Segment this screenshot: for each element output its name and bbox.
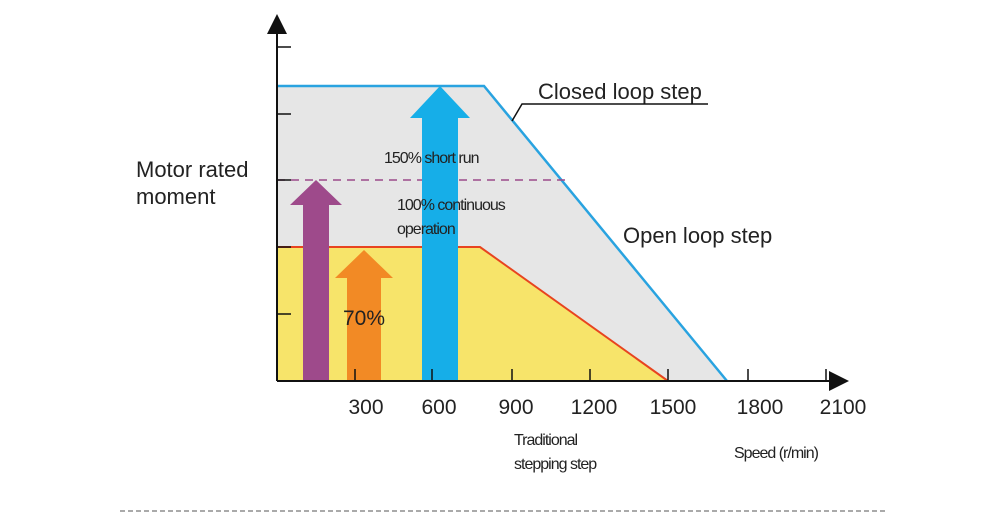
x-tick-label: 1800 (737, 396, 784, 419)
traditional-curve (277, 246, 669, 382)
traditional-label: Traditional (514, 432, 578, 449)
open-loop-label: Open loop step (623, 223, 772, 248)
x-tick-label: 2100 (820, 396, 867, 419)
closed-loop-pointer (511, 103, 708, 122)
continuous-label: operation (397, 221, 455, 238)
x-ticks (354, 369, 827, 381)
x-tick-label: 1500 (650, 396, 697, 419)
x-tick-label: 900 (498, 396, 533, 419)
purple-arrow (290, 180, 342, 381)
blue-arrow (410, 86, 470, 381)
y-ticks (277, 46, 291, 315)
x-tick-label: 1200 (571, 396, 618, 419)
traditional-label: stepping step (514, 456, 597, 473)
y-label: Motor rated (136, 157, 249, 182)
x-axis-label: Speed (r/min) (734, 445, 819, 462)
percent-label: 70% (343, 307, 385, 330)
x-tick-label: 300 (348, 396, 383, 419)
short-run-label: 150% short run (384, 150, 479, 167)
x-tick-label: 600 (421, 396, 456, 419)
closed-loop-label: Closed loop step (538, 79, 702, 104)
continuous-label: 100% continuous (397, 197, 506, 214)
orange-arrow (335, 250, 393, 381)
y-label: moment (136, 184, 215, 209)
closed-loop-curve (277, 84, 728, 382)
